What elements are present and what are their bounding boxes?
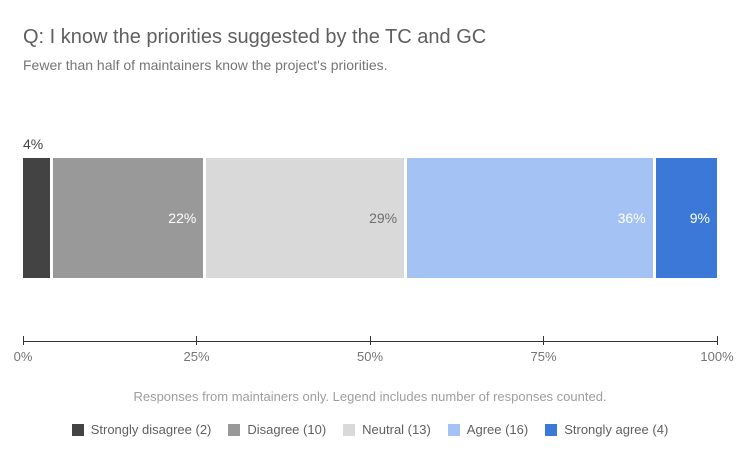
legend-label: Disagree (10): [247, 422, 327, 437]
legend-swatch-strongly-agree: [545, 423, 558, 436]
x-axis-tick: [22, 336, 24, 345]
legend-label: Neutral (13): [362, 422, 431, 437]
legend-item-strongly-disagree: Strongly disagree (2): [71, 422, 212, 437]
x-axis-tick: [716, 336, 718, 345]
bar-segment-neutral: 29%: [206, 158, 405, 278]
bar-segment-label: 29%: [369, 210, 398, 226]
stacked-bar: 22% 29% 36% 9%: [23, 158, 717, 278]
chart-subtitle: Fewer than half of maintainers know the …: [23, 57, 388, 73]
legend-label: Strongly agree (4): [564, 422, 669, 437]
bar-segment-strongly-disagree: [23, 158, 51, 278]
legend-swatch-disagree: [228, 423, 241, 436]
legend-label: Strongly disagree (2): [90, 422, 212, 437]
bar-label-strongly-disagree: 4%: [23, 136, 44, 152]
chart-legend: Strongly disagree (2) Disagree (10) Neutra…: [0, 422, 740, 437]
legend-swatch-agree: [447, 423, 460, 436]
x-axis: 0% 25% 50% 75% 100%: [14, 336, 734, 366]
legend-item-strongly-agree: Strongly agree (4): [545, 422, 668, 437]
chart-footnote: Responses from maintainers only. Legend …: [133, 389, 607, 404]
legend-item-neutral: Neutral (13): [343, 422, 431, 437]
legend-swatch-strongly-disagree: [71, 423, 84, 436]
x-axis-tick: [196, 336, 197, 345]
x-axis-tick-label: 50%: [356, 349, 384, 364]
x-axis-tick-label: 25%: [183, 349, 210, 364]
x-axis-tick-label: 100%: [700, 349, 734, 364]
x-axis-tick-label: 0%: [13, 349, 33, 364]
x-axis-tick: [543, 336, 544, 345]
bar-segment-agree: 36%: [407, 158, 653, 278]
legend-item-agree: Agree (16): [447, 422, 529, 437]
legend-swatch-neutral: [343, 423, 356, 436]
bar-segment-disagree: 22%: [53, 158, 204, 278]
bar-segment-strongly-agree: 9%: [655, 158, 717, 278]
x-axis-tick-label: 75%: [530, 349, 557, 364]
chart-title: Q: I know the priorities suggested by th…: [23, 26, 487, 48]
x-axis-tick: [369, 336, 371, 345]
bar-segment-label: 22%: [168, 210, 197, 226]
bar-segment-label: 36%: [617, 210, 646, 226]
bar-segment-label: 9%: [689, 210, 710, 226]
legend-item-disagree: Disagree (10): [228, 422, 326, 437]
legend-label: Agree (16): [466, 422, 529, 437]
